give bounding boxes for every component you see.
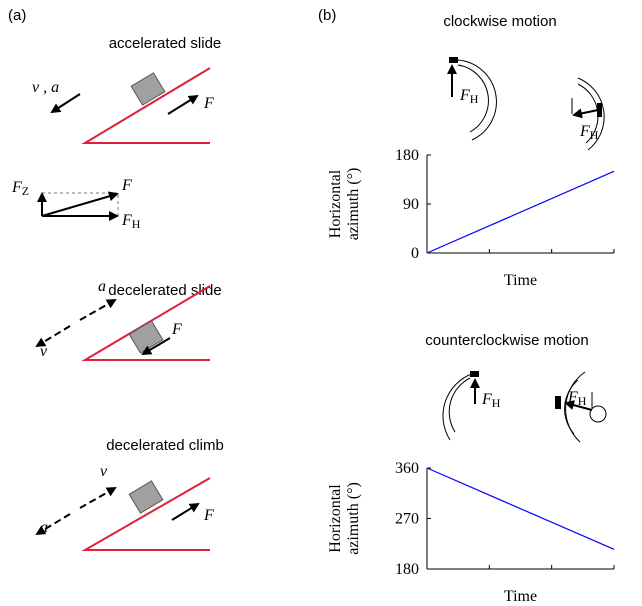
diagram-title: decelerated slide: [108, 282, 221, 299]
marker: [555, 396, 561, 409]
y-axis-label: azimuth (°): [345, 168, 362, 241]
y-axis-label: azimuth (°): [345, 482, 362, 555]
x-axis-label: Time: [504, 588, 537, 605]
y-tick-label: 270: [395, 511, 419, 528]
symbol: F: [481, 391, 492, 408]
subscript: H: [492, 396, 501, 410]
icon-label: FH: [579, 123, 599, 142]
marker: [470, 371, 479, 377]
section-title: counterclockwise motion: [425, 332, 588, 349]
x-axis-label: Time: [504, 272, 537, 289]
force-label: FH: [121, 212, 141, 231]
velocity-label: v: [40, 343, 48, 360]
motion-label: v , a: [32, 79, 59, 96]
force-label: F: [121, 177, 132, 194]
subscript: H: [132, 217, 141, 231]
y-axis-label: Horizontal: [327, 484, 344, 553]
icon-label: FH: [459, 87, 479, 106]
symbol: F: [579, 123, 590, 140]
arc: [449, 378, 470, 432]
subscript: Z: [22, 184, 29, 198]
force-label: FZ: [11, 179, 29, 198]
arrow: [574, 110, 598, 115]
symbol: F: [459, 87, 470, 104]
arrow: [52, 94, 80, 112]
force-label: F: [171, 321, 182, 338]
y-axis-label: Horizontal: [327, 169, 344, 238]
arrow: [80, 488, 115, 508]
symbol: F: [121, 212, 132, 229]
arrow: [42, 194, 117, 216]
force-label: F: [203, 507, 214, 524]
force-label: F: [203, 95, 214, 112]
acceleration-label: a: [98, 278, 106, 295]
circle: [590, 406, 606, 422]
diagram-title: accelerated slide: [109, 35, 222, 52]
arrow: [172, 504, 198, 520]
subscript: H: [590, 128, 599, 142]
section-title: clockwise motion: [443, 13, 556, 30]
block: [129, 321, 163, 353]
marker: [449, 57, 458, 63]
symbol: F: [567, 389, 578, 406]
figure: (a) (b) accelerated slide v , a F FZ F F…: [0, 0, 642, 606]
y-tick-label: 180: [395, 147, 419, 164]
panel-label: (a): [8, 7, 26, 24]
subscript: H: [470, 92, 479, 106]
icon-label: FH: [481, 391, 501, 410]
block: [131, 73, 165, 105]
arc: [443, 372, 478, 440]
data-line: [427, 468, 614, 549]
panel-label: (b): [318, 7, 336, 24]
y-tick-label: 90: [403, 196, 419, 213]
symbol: F: [11, 179, 22, 196]
diagram-title: decelerated climb: [106, 437, 224, 454]
arrow: [168, 96, 197, 114]
subscript: H: [578, 394, 587, 408]
y-tick-label: 180: [395, 561, 419, 578]
y-tick-label: 0: [411, 245, 419, 262]
y-tick-label: 360: [395, 460, 419, 477]
icon-label: FH: [567, 389, 587, 408]
data-line: [427, 171, 614, 253]
arrow: [80, 300, 115, 320]
velocity-label: v: [100, 463, 108, 480]
acceleration-label: a: [40, 519, 48, 536]
